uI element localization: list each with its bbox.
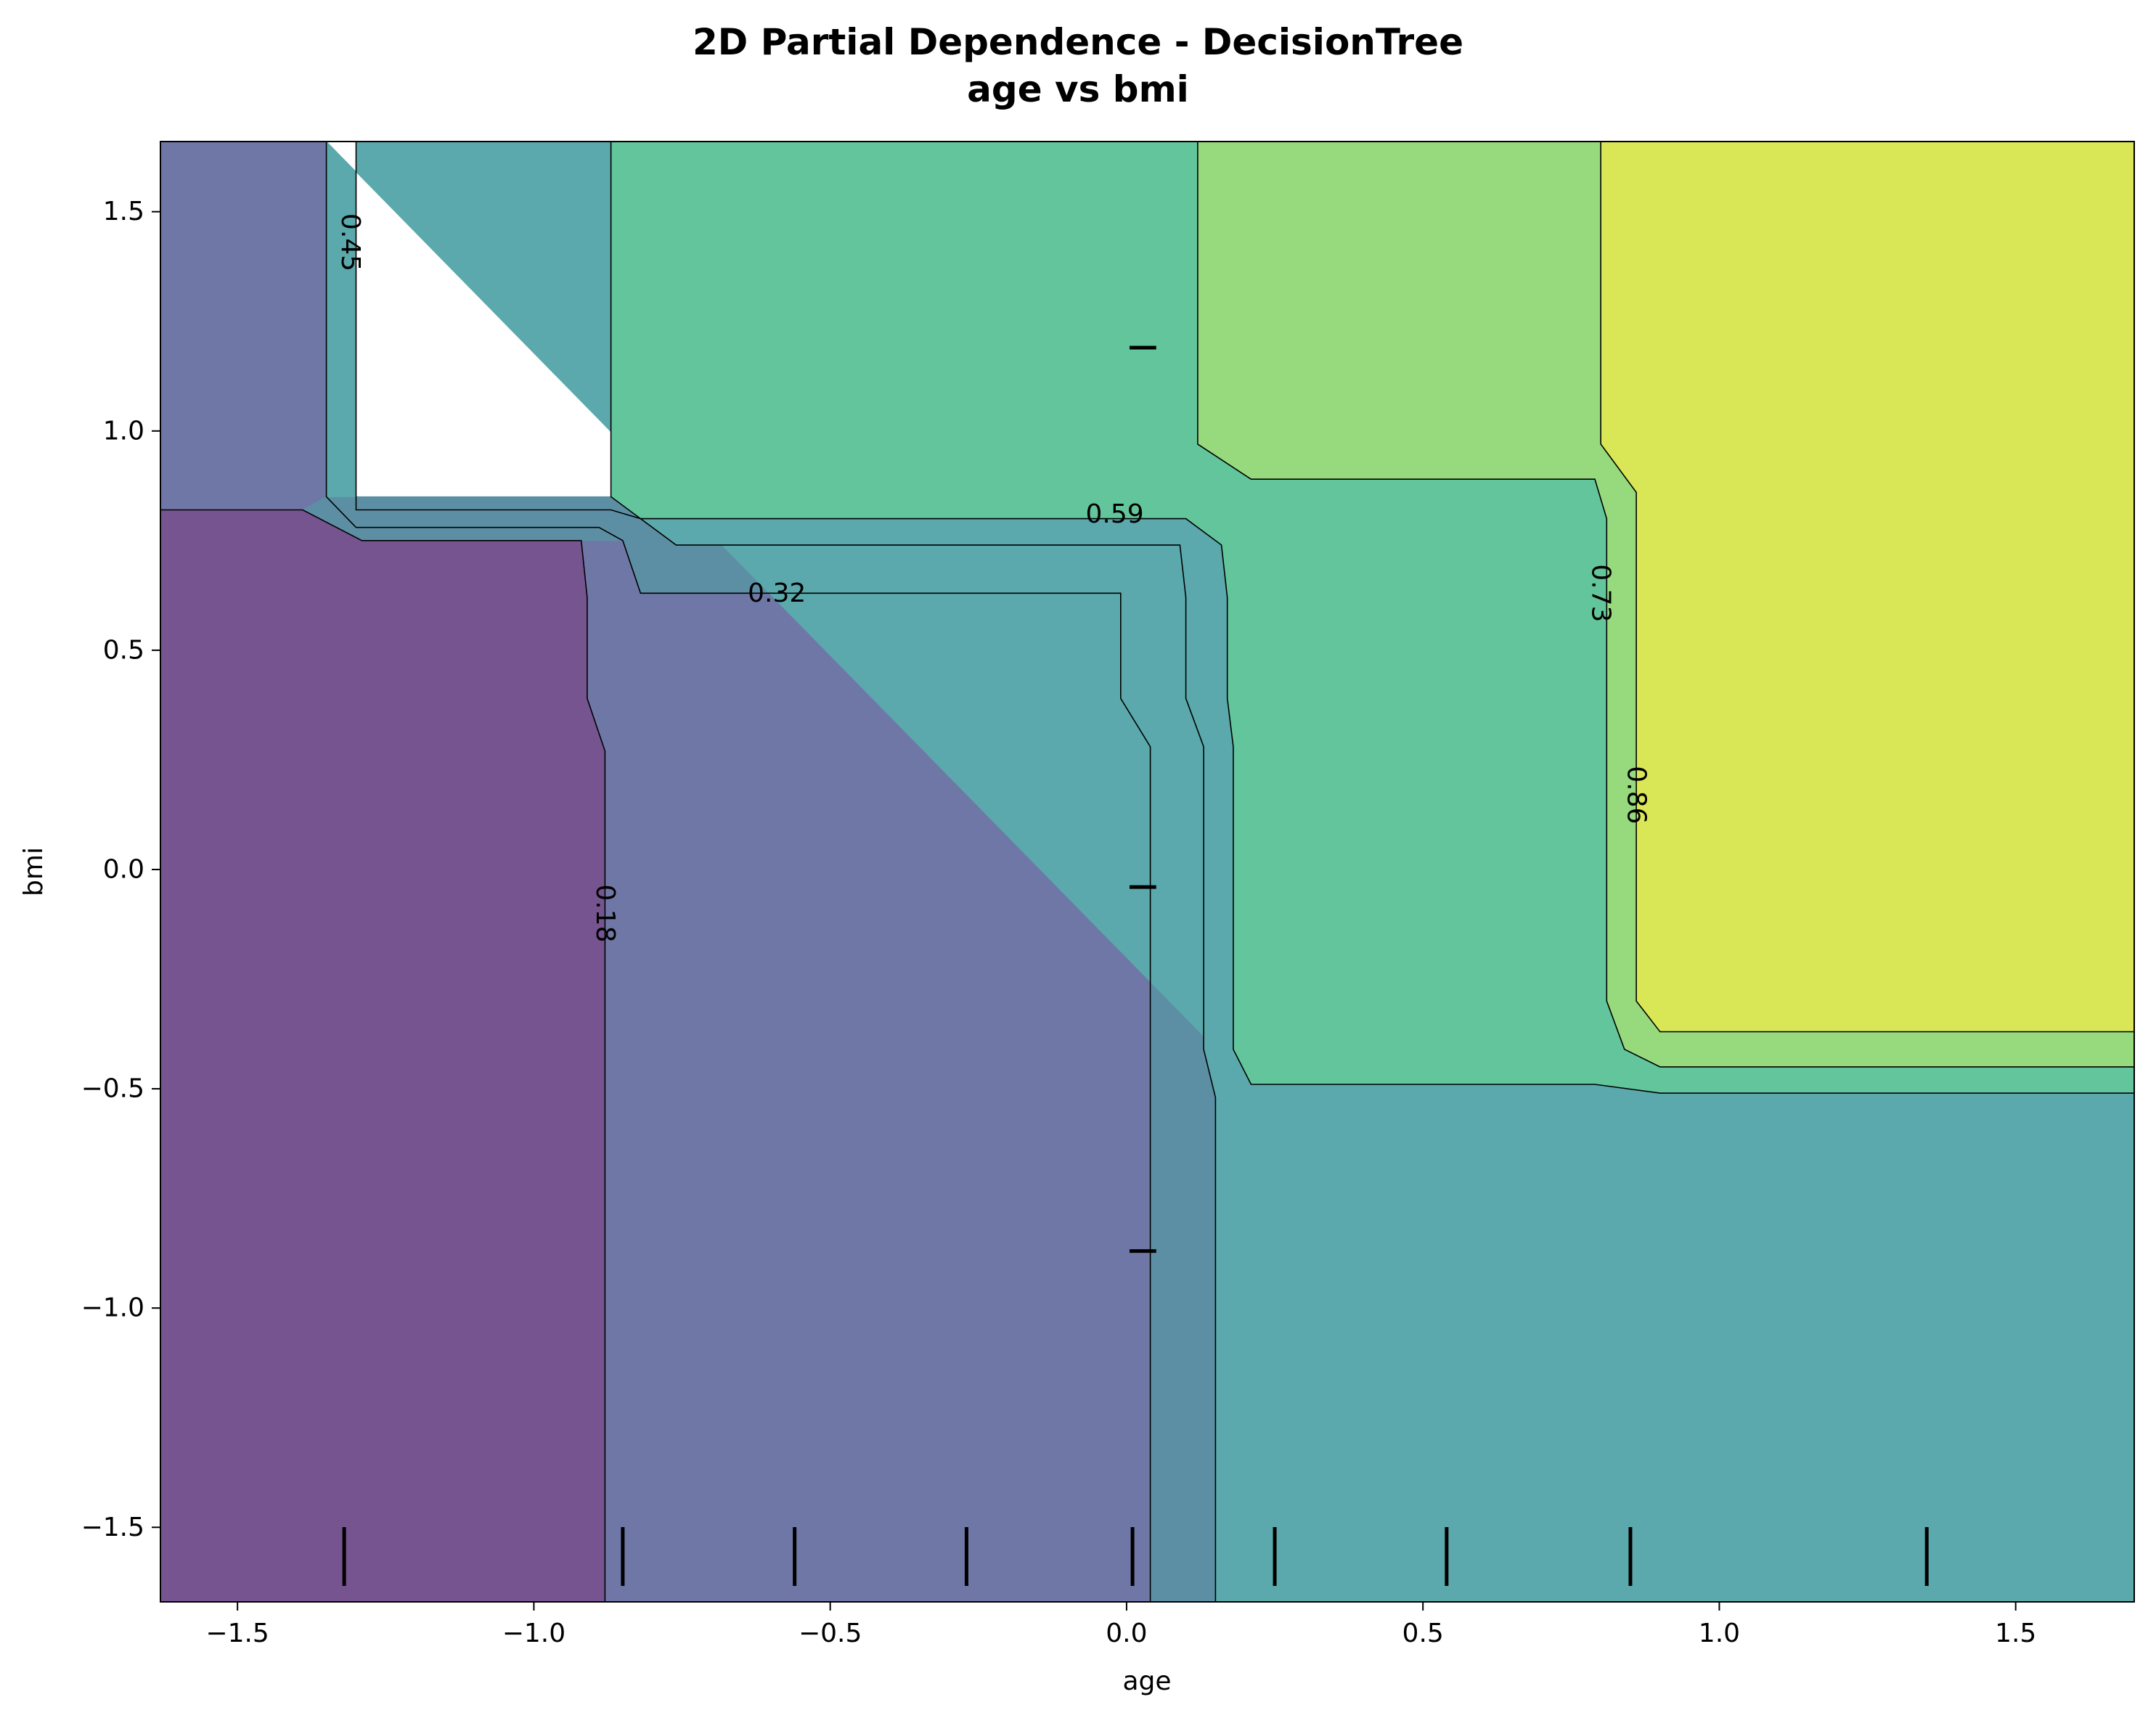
chart-title-line2: age vs bmi — [967, 68, 1189, 110]
y-axis-label: bmi — [19, 847, 49, 896]
contour-line-1 — [325, 142, 1151, 1602]
x-tick-label: −1.5 — [205, 1619, 269, 1648]
contour-label-0: 0.18 — [590, 884, 620, 942]
y-tick-label: −1.0 — [81, 1293, 144, 1323]
contour-label-3: 0.59 — [1086, 499, 1144, 529]
x-tick-label: 0.0 — [1106, 1619, 1147, 1648]
x-axis-ticks: −1.5 −1.0 −0.5 0.0 0.5 1.0 1.5 — [205, 1602, 2036, 1648]
contour-line-2 — [355, 142, 1217, 1602]
contour-lines — [160, 142, 2134, 1602]
y-tick-label: 1.5 — [103, 197, 144, 226]
y-axis-ticks: −1.5 −1.0 −0.5 0.0 0.5 1.0 1.5 — [81, 197, 160, 1542]
contour-region-2 — [160, 142, 327, 510]
contour-label-4: 0.73 — [1586, 564, 1616, 622]
contour-labels: 0.18 0.32 0.45 0.59 0.73 0.86 — [335, 213, 1651, 943]
y-tick-label: 0.5 — [103, 635, 144, 665]
y-tick-label: −0.5 — [81, 1074, 144, 1104]
y-tick-label: 1.0 — [103, 416, 144, 446]
y-tick-label: −1.5 — [81, 1513, 144, 1542]
x-axis-label: age — [1122, 1666, 1171, 1696]
x-tick-label: −1.0 — [502, 1619, 565, 1648]
y-tick-label: 0.0 — [103, 854, 144, 884]
decile-rug-marks — [342, 345, 1929, 1586]
contour-region-0 — [160, 510, 605, 1602]
contour-fill-regions — [160, 142, 2134, 1602]
x-tick-label: 0.5 — [1402, 1619, 1444, 1648]
x-tick-label: 1.5 — [1995, 1619, 2036, 1648]
contour-line-5 — [1600, 142, 2134, 1033]
x-tick-label: 1.0 — [1699, 1619, 1740, 1648]
chart-title-line1: 2D Partial Dependence - DecisionTree — [693, 21, 1463, 63]
plot-area-frame — [160, 141, 2135, 1603]
contour-line-3 — [610, 142, 2134, 1094]
contour-label-2: 0.45 — [335, 213, 365, 271]
contour-label-5: 0.86 — [1622, 766, 1651, 824]
contour-line-0 — [160, 509, 606, 1602]
contour-region-8 — [1600, 142, 2134, 1032]
contour-line-4 — [1197, 142, 2134, 1068]
contour-label-1: 0.32 — [748, 578, 806, 608]
x-tick-label: −0.5 — [799, 1619, 862, 1648]
